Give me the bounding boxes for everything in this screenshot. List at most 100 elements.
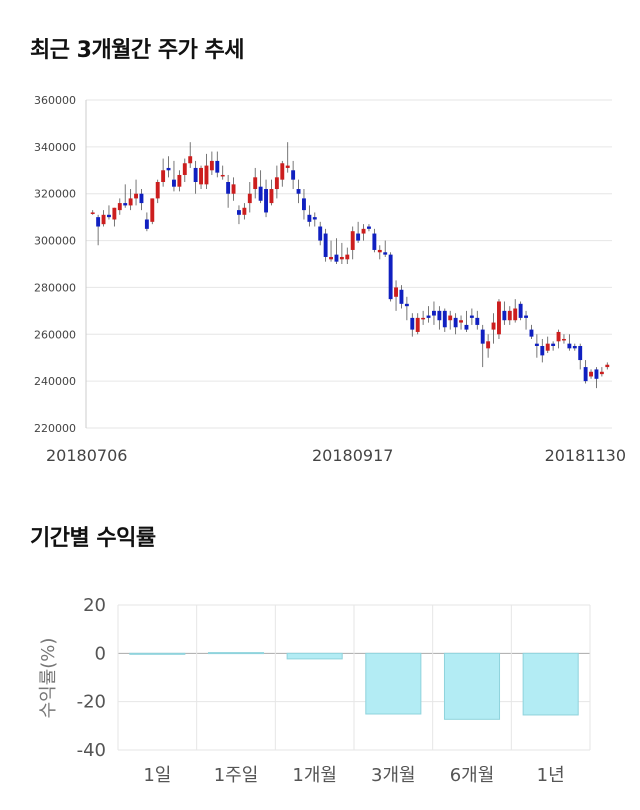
period-returns-title: 기간별 수익률 [30,526,156,551]
candle-body [329,256,333,260]
candle-body [117,203,122,211]
returns-y-axis: 20 0 -20 -40 [77,595,106,761]
candle-body [112,207,117,220]
returns-x-tick-label: 3개월 [371,765,416,786]
candle-body [237,210,241,215]
candle-body [161,170,166,182]
candle-body [388,254,393,300]
candle-body [599,371,604,375]
candle-body [491,322,496,330]
candle-body [134,193,138,199]
candle-body [182,163,187,175]
returns-x-axis: 1일 1주일 1개월 3개월 6개월 1년 [143,765,564,786]
candle-body [361,228,366,234]
candle-body [96,217,101,227]
returns-bar [129,652,186,655]
candle-body [220,174,225,177]
candle-body [589,371,593,377]
candle-body [480,329,485,344]
returns-bars [129,652,579,720]
candle-body [605,364,610,368]
candle-body [242,207,247,215]
candle-body [578,346,583,361]
price-grid [86,99,612,429]
candle-body [215,160,220,173]
candle-body [518,303,523,318]
returns-bar [365,652,422,715]
price-trend-title: 최근 3개월간 주가 추세 [30,38,244,63]
candle-body [475,317,480,325]
candle-body [199,167,203,185]
candle-body [442,310,447,328]
candle-body [318,226,323,241]
price-y-tick-label: 360000 [34,94,76,107]
price-y-tick-label: 240000 [34,375,76,388]
candle-body [247,193,252,204]
returns-y-tick-label: 0 [95,643,106,664]
candle-body [172,179,176,187]
candle-body [334,254,339,262]
candle-body [323,233,328,257]
candle-body [529,329,534,337]
candle-body [486,341,491,349]
candle-body [128,198,133,206]
candle-body [231,184,236,194]
candle-body [177,174,182,187]
candle-body [372,233,377,250]
candle-body [264,189,268,213]
returns-bar [522,652,579,716]
candle-body [404,303,409,307]
candle-body [426,315,431,318]
candle-body [497,301,501,335]
returns-x-tick-label: 6개월 [450,765,495,786]
candle-body [101,214,106,225]
candle-body [90,212,95,214]
candle-body [107,214,111,218]
candles [90,142,610,389]
candle-body [594,369,599,379]
candle-body [383,252,388,255]
candle-body [274,177,279,190]
price-y-tick-label: 280000 [34,281,76,294]
candle-body [339,256,344,260]
returns-bar [286,652,343,660]
candle-body [253,177,258,190]
candle-body [464,324,469,330]
candle-body [258,186,263,201]
candle-body [139,193,144,204]
candle-body [269,189,274,204]
candle-body [469,315,474,318]
candle-body [307,214,312,222]
candle-body [296,189,301,194]
candle-body [534,343,539,346]
candle-body [302,198,306,211]
candle-body [567,343,572,349]
candle-body [583,367,588,382]
returns-y-label-group: 수익률(%) [38,638,59,719]
candle-body [421,317,426,320]
returns-y-axis-label: 수익률(%) [38,638,59,719]
price-y-tick-label: 300000 [34,235,76,248]
candle-body [432,310,436,316]
candle-body [193,167,198,182]
candle-body [204,165,209,185]
returns-x-tick-label: 1개월 [292,765,337,786]
candle-body [155,182,160,199]
candle-body [562,338,566,341]
candle-body [513,308,518,321]
price-y-axis: 220000 240000 260000 280000 300000 320000 3400… [34,94,87,435]
candle-body [144,219,149,229]
price-x-tick-label: 20180917 [312,446,393,465]
price-y-tick-label: 340000 [34,141,76,154]
candle-body [280,163,285,180]
candle-body [448,315,453,321]
candle-body [350,231,355,250]
candle-body [312,217,317,220]
candle-body [507,310,512,321]
candle-body [150,198,155,222]
returns-grid [117,604,591,751]
candle-body [556,331,561,342]
candle-body [540,346,545,356]
returns-bar [443,652,501,720]
candle-body [123,203,128,206]
